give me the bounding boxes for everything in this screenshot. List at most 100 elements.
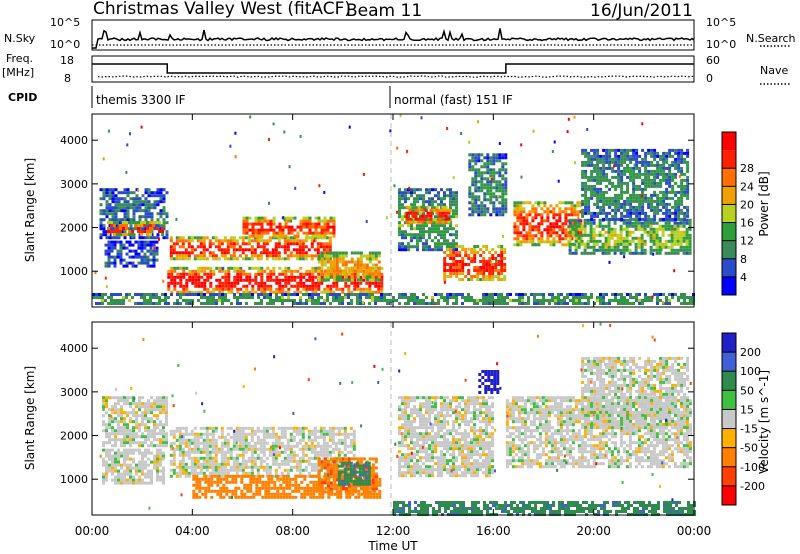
power-cell — [311, 299, 314, 302]
power-cell — [596, 166, 600, 170]
power-cell — [470, 296, 473, 299]
power-cell — [677, 190, 681, 194]
velocity-cell — [135, 411, 138, 415]
power-cell — [158, 230, 162, 233]
power-cell — [135, 188, 139, 192]
velocity-cell — [235, 462, 239, 466]
power-cell — [497, 254, 501, 257]
power-cell — [224, 278, 228, 282]
power-cell — [602, 172, 606, 176]
power-cell — [305, 269, 309, 273]
power-cell — [119, 293, 122, 296]
velocity-cell — [120, 417, 123, 421]
power-cell — [269, 225, 273, 229]
power-cell — [611, 175, 615, 179]
power-cell — [194, 281, 198, 285]
velocity-cell — [178, 444, 182, 448]
power-cell — [590, 190, 594, 194]
power-cell — [338, 302, 341, 305]
power-cell — [187, 251, 191, 255]
power-cell — [206, 272, 210, 276]
power-cell — [619, 224, 623, 228]
power-cell — [437, 203, 440, 207]
power-cell — [203, 269, 207, 273]
power-cell — [419, 236, 422, 240]
power-cell — [488, 266, 492, 269]
power-cell — [655, 227, 659, 231]
power-cell — [233, 269, 237, 273]
velocity-cell — [135, 426, 138, 430]
power-cell — [401, 194, 404, 198]
power-cell — [338, 287, 342, 291]
power-cell — [353, 260, 357, 264]
power-cell — [275, 293, 278, 296]
power-cell — [383, 296, 386, 299]
power-cell — [623, 302, 626, 305]
power-cell — [452, 269, 456, 272]
power-cell — [674, 214, 678, 218]
power-cell — [622, 236, 626, 240]
power-cell — [113, 258, 117, 262]
velocity-cell — [169, 468, 173, 472]
power-cell — [622, 239, 626, 243]
velocity-cell — [147, 408, 150, 412]
power-cell — [452, 200, 455, 204]
power-cell — [196, 254, 200, 258]
power-cell — [610, 230, 614, 234]
power-cell — [647, 296, 650, 299]
velocity-cell — [223, 465, 227, 469]
power-cell — [489, 198, 493, 202]
power-cell — [203, 296, 206, 299]
power-cell — [482, 245, 486, 248]
velocity-cell — [150, 411, 153, 415]
power-cell — [446, 227, 449, 231]
power-cell — [623, 296, 626, 299]
power-cell — [680, 178, 684, 182]
power-cell — [608, 299, 611, 302]
power-cell — [501, 198, 505, 202]
power-cell — [126, 209, 130, 213]
power-cell — [162, 200, 166, 204]
velocity-cell — [141, 478, 144, 482]
power-cell — [491, 257, 495, 260]
power-cell — [275, 275, 279, 279]
power-cell — [423, 208, 427, 212]
power-cell — [632, 205, 636, 209]
power-cell — [577, 236, 581, 240]
power-cell — [647, 299, 650, 302]
power-cell — [149, 227, 153, 230]
date-title: 16/Jun/2011 — [590, 1, 693, 21]
velocity-cell — [247, 447, 251, 451]
power-cell — [176, 266, 180, 270]
velocity-cell — [141, 417, 144, 421]
power-cell — [338, 293, 341, 296]
power-cell — [683, 160, 687, 164]
power-cell — [652, 239, 656, 243]
power-cell — [577, 216, 580, 220]
power-cell — [688, 245, 692, 249]
power-cell — [161, 299, 164, 302]
power-cell — [185, 299, 188, 302]
power-cell — [140, 302, 143, 305]
power-cell — [245, 290, 249, 294]
power-cell — [620, 187, 624, 191]
power-cell — [660, 248, 663, 252]
power-cell — [224, 287, 228, 291]
power-cell — [629, 178, 633, 182]
power-cell — [486, 156, 490, 160]
power-cell — [608, 217, 612, 221]
power-cell — [281, 302, 284, 305]
power-cell — [608, 196, 612, 200]
velocity-cell — [238, 462, 242, 466]
power-cell — [108, 194, 112, 198]
velocity-cell — [144, 402, 147, 406]
power-cell — [614, 160, 618, 164]
power-cell — [485, 275, 489, 278]
power-cell — [149, 258, 153, 262]
power-cell — [485, 299, 488, 302]
power-cell — [668, 302, 671, 305]
power-cell — [528, 225, 532, 229]
velocity-cell — [123, 417, 126, 421]
power-cell — [521, 299, 524, 302]
power-cell — [422, 242, 425, 246]
